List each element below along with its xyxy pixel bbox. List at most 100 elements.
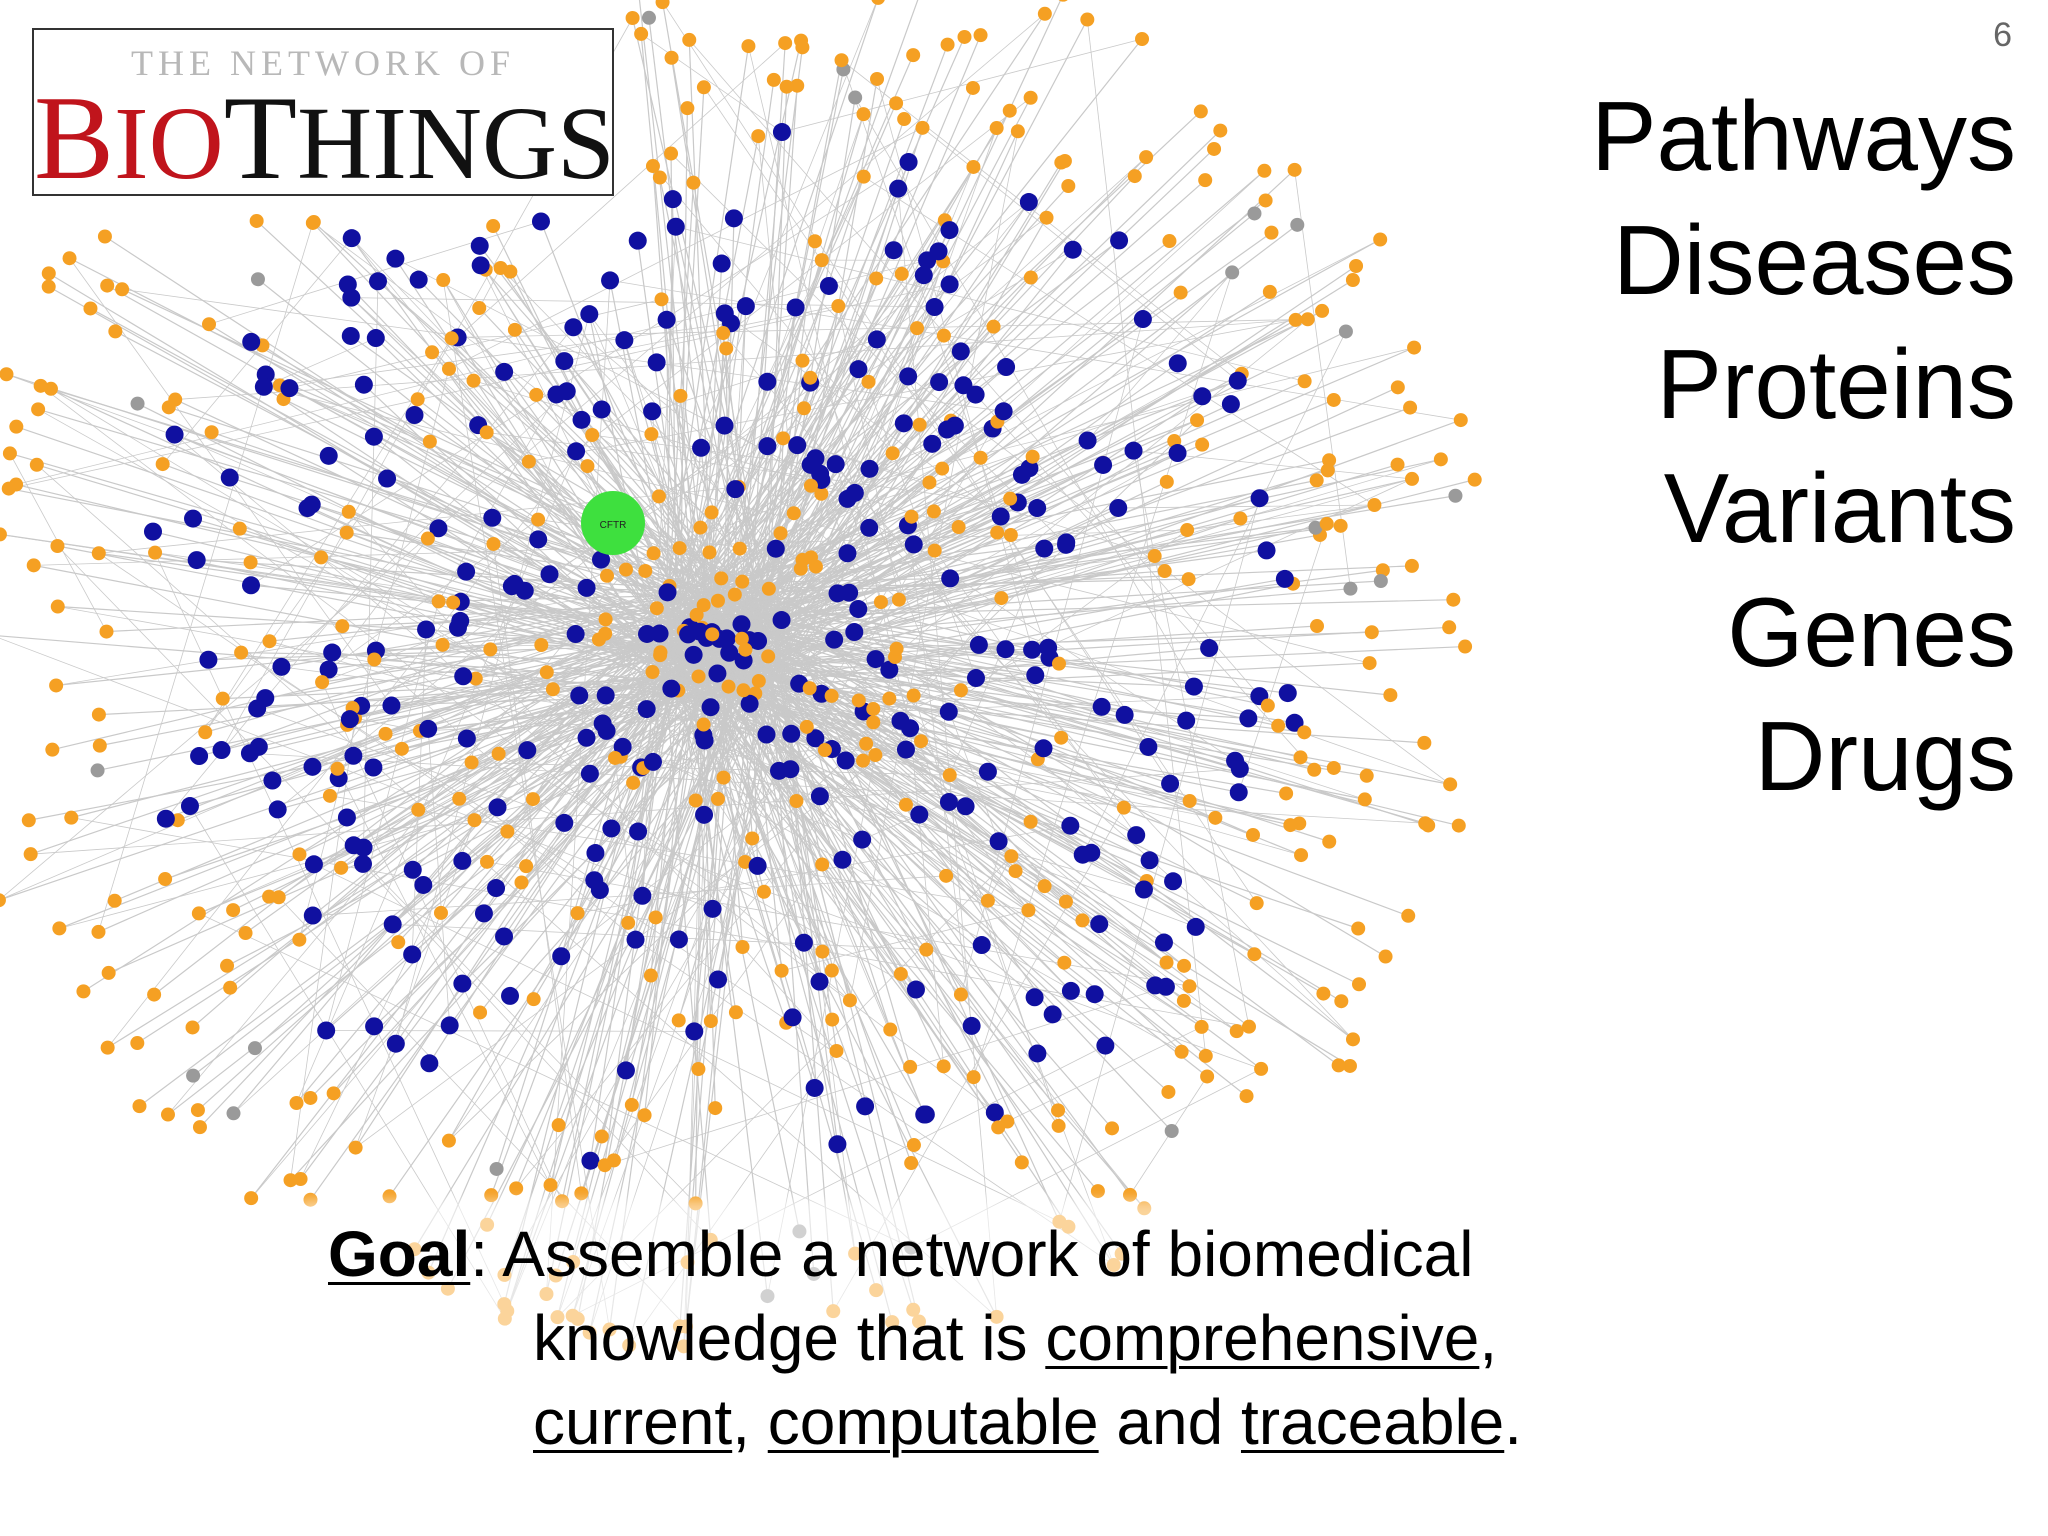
network-node — [419, 719, 438, 738]
network-edge — [741, 450, 1134, 622]
goal-sep-2: and — [1098, 1386, 1241, 1458]
network-edge — [790, 733, 856, 1254]
network-node — [1308, 520, 1323, 535]
network-node — [1326, 392, 1341, 407]
network-node — [814, 253, 829, 268]
network-node — [782, 724, 801, 743]
network-node — [601, 271, 620, 290]
network-node — [464, 755, 479, 770]
network-node — [727, 587, 742, 602]
network-node — [724, 209, 743, 228]
network-node — [833, 850, 852, 869]
network-edge — [0, 637, 713, 910]
network-node — [714, 571, 729, 586]
goal-line-1: Goal: Assemble a network of biomedical — [328, 1212, 1522, 1296]
network-edge — [725, 650, 1334, 769]
network-node — [1134, 880, 1153, 899]
network-node — [341, 326, 360, 345]
network-node — [1162, 234, 1177, 249]
network-node — [996, 640, 1015, 659]
network-node — [99, 624, 114, 639]
network-node — [1051, 1118, 1066, 1133]
network-node — [899, 367, 918, 386]
network-node — [457, 729, 476, 748]
network-edge — [739, 498, 1011, 582]
network-node — [45, 742, 60, 757]
network-node — [783, 1008, 802, 1027]
network-node — [240, 744, 259, 763]
network-edge — [734, 488, 772, 582]
network-node — [31, 402, 46, 417]
network-edge — [741, 581, 767, 642]
network-node — [341, 504, 356, 519]
network-node — [638, 624, 657, 643]
network-node — [1326, 760, 1341, 775]
network-node — [621, 915, 636, 930]
network-edge — [332, 651, 694, 698]
network-node — [1176, 993, 1191, 1008]
network-node — [185, 1020, 200, 1035]
network-node — [1229, 783, 1248, 802]
network-edge — [328, 455, 706, 694]
network-node — [962, 1016, 981, 1035]
network-node — [394, 741, 409, 756]
network-node — [766, 72, 781, 87]
network-edge — [36, 464, 670, 657]
network-node — [994, 402, 1013, 421]
network-node — [1225, 265, 1240, 280]
network-node — [488, 798, 507, 817]
network-edge — [661, 674, 1099, 1192]
network-node — [703, 1014, 718, 1029]
network-node — [680, 101, 695, 116]
network-node — [896, 740, 915, 759]
network-node — [957, 29, 972, 44]
network-node — [1245, 827, 1260, 842]
network-node — [215, 691, 230, 706]
network-node — [990, 525, 1005, 540]
network-node — [107, 893, 122, 908]
network-node — [838, 544, 857, 563]
network-node — [626, 775, 641, 790]
network-node — [1467, 472, 1482, 487]
network-node — [1109, 498, 1128, 517]
network-node — [1373, 232, 1388, 247]
network-node — [244, 1191, 259, 1206]
network-node — [223, 980, 238, 995]
network-node — [453, 851, 472, 870]
network-node — [483, 508, 502, 527]
network-node — [1401, 908, 1416, 923]
network-node — [1061, 816, 1080, 835]
network-node — [486, 219, 501, 234]
network-node — [930, 373, 949, 392]
network-node — [1343, 581, 1358, 596]
network-node — [591, 632, 606, 647]
network-node — [26, 558, 41, 573]
goal-line2-text: knowledge that is — [533, 1302, 1046, 1374]
network-edge — [154, 552, 505, 1305]
network-node — [1407, 340, 1422, 355]
network-edge — [773, 212, 1255, 610]
network-edge — [8, 488, 745, 633]
network-edge — [453, 601, 681, 623]
network-edge — [640, 33, 783, 133]
network-node — [691, 1062, 706, 1077]
network-node — [728, 1005, 743, 1020]
network-node — [165, 425, 184, 444]
network-edge — [1187, 504, 1375, 531]
network-node — [615, 331, 634, 350]
network-edge — [168, 406, 735, 589]
network-edge — [192, 588, 700, 1028]
network-node — [761, 581, 776, 596]
network-node — [503, 264, 518, 279]
network-node — [1352, 977, 1367, 992]
network-node — [315, 675, 330, 690]
network-edge — [625, 641, 694, 1071]
network-edge — [674, 626, 1123, 1255]
network-node — [645, 665, 660, 680]
network-node — [519, 859, 534, 874]
goal-line-2: knowledge that is comprehensive, — [328, 1296, 1522, 1380]
network-node — [1082, 843, 1101, 862]
network-edge — [395, 314, 590, 1044]
network-node — [641, 10, 656, 25]
network-node — [334, 860, 349, 875]
